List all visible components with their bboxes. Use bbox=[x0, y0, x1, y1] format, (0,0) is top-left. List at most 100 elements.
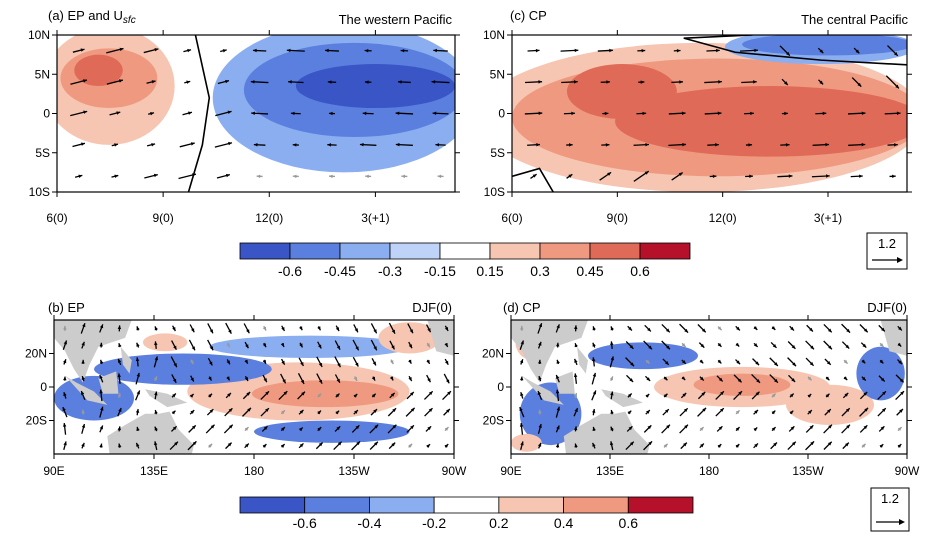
wind-vector bbox=[117, 358, 122, 366]
wind-vector bbox=[663, 376, 668, 381]
wind-vector bbox=[887, 143, 898, 147]
wind-vector bbox=[818, 79, 824, 85]
wind-vector bbox=[327, 143, 337, 147]
wind-vector bbox=[371, 393, 377, 398]
wind-vector bbox=[153, 441, 158, 451]
colorbar-label: -0.45 bbox=[324, 263, 356, 279]
wind-vector bbox=[879, 359, 884, 364]
wind-vector bbox=[777, 174, 793, 178]
panel-annotation: The central Pacific bbox=[801, 12, 908, 27]
x-tick-label: 135W bbox=[792, 464, 824, 478]
wind-vector bbox=[244, 359, 249, 364]
wind-vector bbox=[316, 356, 323, 368]
wind-vector bbox=[752, 358, 760, 366]
reference-vector-bottom: 1.2 bbox=[870, 487, 910, 532]
wind-vector bbox=[704, 111, 722, 115]
wind-vector bbox=[426, 342, 431, 348]
wind-vector bbox=[626, 425, 633, 432]
wind-vector bbox=[63, 441, 67, 450]
wind-vector bbox=[143, 48, 159, 54]
reference-box bbox=[866, 232, 908, 270]
wind-vector bbox=[215, 110, 232, 117]
wind-vector bbox=[290, 111, 301, 116]
x-tick-label: 9(0) bbox=[152, 211, 173, 225]
wind-vector bbox=[80, 390, 86, 401]
wind-vector bbox=[673, 48, 681, 53]
wind-vector bbox=[842, 442, 850, 450]
wind-vector bbox=[371, 376, 376, 381]
wind-vector bbox=[117, 325, 122, 332]
wind-vector bbox=[63, 391, 67, 399]
wind-vector bbox=[555, 389, 560, 402]
wind-vector bbox=[135, 372, 140, 385]
x-tick-label: 12(0) bbox=[255, 211, 283, 225]
wind-vector bbox=[328, 174, 336, 179]
wind-vector bbox=[400, 48, 409, 53]
wind-vector bbox=[424, 407, 433, 417]
wind-vector bbox=[805, 440, 815, 451]
anomaly-contour bbox=[519, 382, 582, 446]
wind-vector bbox=[753, 409, 759, 415]
wind-vector bbox=[769, 374, 779, 384]
wind-vector bbox=[387, 424, 397, 434]
zero-contour bbox=[187, 35, 211, 192]
wind-vector bbox=[146, 80, 156, 84]
wind-vector bbox=[537, 442, 542, 449]
wind-vector bbox=[679, 424, 689, 434]
wind-vector bbox=[109, 111, 121, 116]
wind-vector bbox=[72, 48, 85, 53]
wind-vector bbox=[812, 142, 830, 147]
wind-vector bbox=[537, 322, 543, 334]
anomaly-contour bbox=[588, 342, 698, 370]
anomaly-contour bbox=[856, 346, 905, 401]
wind-vector bbox=[280, 426, 286, 432]
wind-vector bbox=[591, 390, 597, 401]
wind-vector bbox=[281, 358, 286, 366]
wind-vector bbox=[824, 408, 832, 416]
wind-vector bbox=[433, 48, 448, 53]
wind-vector bbox=[538, 375, 542, 382]
wind-vector bbox=[333, 441, 343, 451]
wind-vector bbox=[244, 375, 249, 382]
land-mass bbox=[577, 346, 588, 374]
anomaly-contour bbox=[511, 433, 542, 452]
wind-vector bbox=[527, 143, 540, 147]
panel-title: (a) EP and Usfc bbox=[48, 8, 136, 26]
colorbar-bottom: -0.6 -0.4 -0.2 0.2 0.4 0.6 bbox=[239, 496, 694, 531]
wind-vector bbox=[574, 325, 578, 332]
wind-vector bbox=[99, 359, 104, 365]
wind-vector bbox=[99, 342, 103, 348]
wind-vector bbox=[334, 340, 341, 350]
wind-vector bbox=[118, 443, 122, 448]
panel-title: (d) CP bbox=[503, 300, 541, 315]
wind-vector bbox=[735, 325, 741, 331]
wind-vector bbox=[859, 407, 869, 417]
panel-b-ep-djf: 20N 0 20S 90E 135E 180 135W 90W (b) EP DJF(0) bbox=[25, 300, 467, 478]
wind-vector bbox=[625, 341, 634, 350]
wind-vector bbox=[848, 142, 866, 147]
y-tick-label: 5S bbox=[35, 146, 50, 160]
wind-vector bbox=[843, 376, 848, 381]
wind-vector bbox=[81, 341, 85, 349]
wind-vector bbox=[699, 443, 705, 449]
wind-vector bbox=[63, 325, 67, 331]
wind-vector bbox=[787, 357, 797, 367]
wind-vector bbox=[530, 173, 537, 179]
wind-vector bbox=[897, 342, 902, 348]
wind-vector bbox=[432, 111, 449, 116]
wind-vector bbox=[537, 341, 542, 349]
wind-vector bbox=[362, 111, 374, 116]
wind-vector bbox=[625, 357, 635, 367]
land-mass bbox=[522, 375, 564, 405]
wind-vector bbox=[807, 393, 812, 398]
wind-vector bbox=[753, 342, 759, 348]
wind-vector bbox=[733, 374, 743, 383]
wind-vector bbox=[317, 426, 322, 432]
wind-vector bbox=[753, 326, 758, 331]
wind-vector bbox=[573, 407, 579, 417]
wind-vector bbox=[627, 410, 632, 415]
wind-vector bbox=[555, 406, 561, 418]
wind-vector bbox=[189, 324, 195, 333]
y-tick-label: 10N bbox=[28, 28, 50, 42]
colorbar-label: 0.6 bbox=[630, 263, 650, 279]
